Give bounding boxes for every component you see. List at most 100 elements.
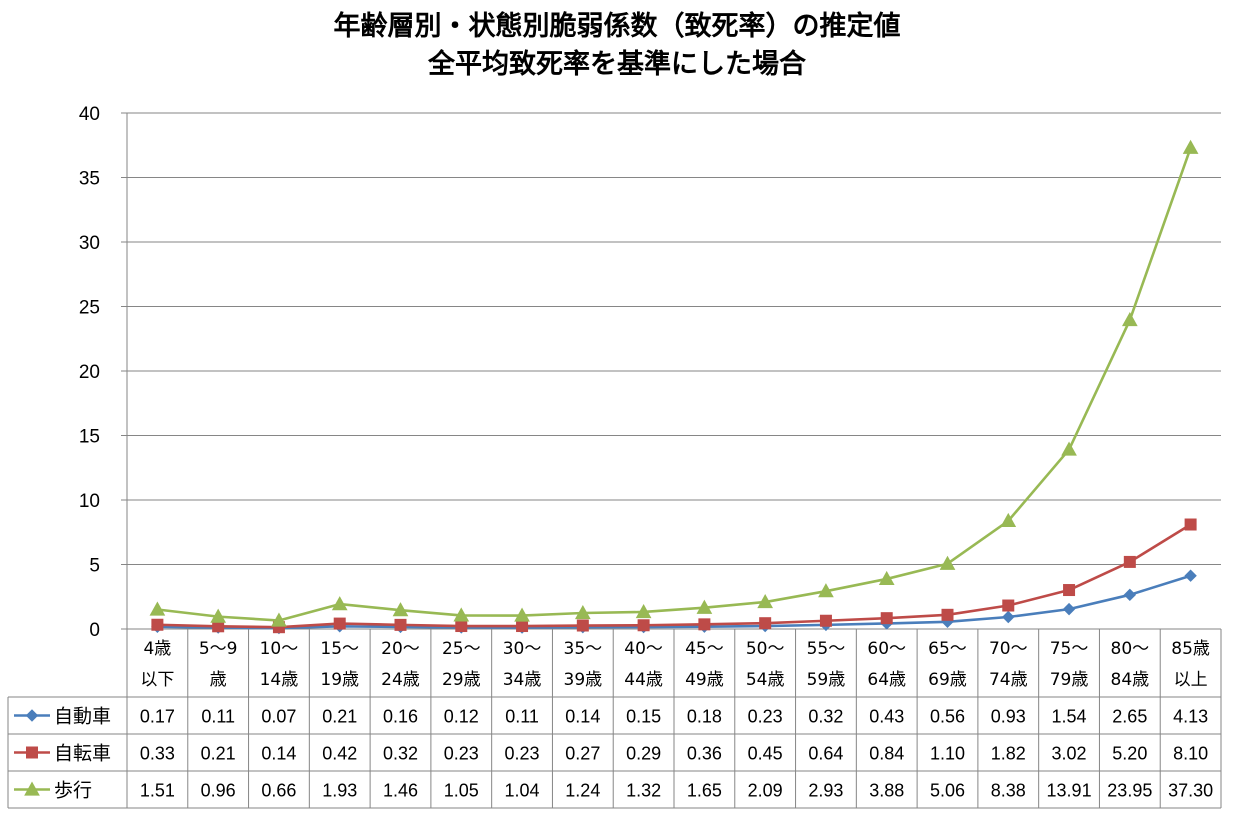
table-cell-value: 0.84 xyxy=(869,744,904,764)
data-point-square xyxy=(1002,599,1015,612)
y-tick-label: 5 xyxy=(89,556,100,577)
legend-label: 自転車 xyxy=(54,743,111,765)
table-cell-value: 0.18 xyxy=(687,707,722,727)
table-cell-value: 4.13 xyxy=(1173,707,1208,727)
data-point-square xyxy=(759,617,772,630)
table-cell-value: 1.10 xyxy=(930,744,965,764)
category-label: 34歳 xyxy=(503,670,542,690)
table-cell-value: 0.33 xyxy=(140,744,175,764)
table-cell-value: 1.93 xyxy=(322,781,357,801)
category-label: 65〜 xyxy=(928,639,967,659)
table-cell-value: 2.09 xyxy=(748,781,783,801)
data-point-diamond xyxy=(1062,602,1076,616)
y-tick-label: 30 xyxy=(79,233,100,254)
series-3 xyxy=(149,139,1199,627)
category-label: 54歳 xyxy=(746,670,785,690)
data-point-triangle xyxy=(210,608,227,623)
table-cell-value: 1.04 xyxy=(505,781,540,801)
data-point-square xyxy=(26,746,38,759)
table-cell-value: 0.64 xyxy=(808,744,843,764)
y-tick-label: 0 xyxy=(89,620,100,641)
table-cell-value: 0.56 xyxy=(930,707,965,727)
data-point-triangle xyxy=(271,612,287,627)
table-cell-value: 0.21 xyxy=(201,744,236,764)
category-label: 70〜 xyxy=(989,639,1028,659)
table-cell-value: 13.91 xyxy=(1047,781,1092,801)
category-label: 45〜 xyxy=(685,639,724,659)
table-cell-value: 0.93 xyxy=(991,707,1026,727)
table-cell-value: 23.95 xyxy=(1107,781,1152,801)
table-cell-value: 0.36 xyxy=(687,744,722,764)
data-point-triangle xyxy=(1000,512,1017,527)
table-cell-value: 8.38 xyxy=(991,781,1026,801)
table-cell-value: 3.88 xyxy=(869,781,904,801)
category-label: 50〜 xyxy=(746,639,785,659)
data-point-diamond xyxy=(1123,588,1137,602)
category-label: 44歳 xyxy=(624,670,663,690)
chart-title: 年齢層別・状態別脆弱係数（致死率）の推定値 全平均致死率を基準にした場合 xyxy=(0,8,1234,84)
table-cell-value: 0.29 xyxy=(626,744,661,764)
table-cell-value: 0.43 xyxy=(869,707,904,727)
data-point-triangle xyxy=(939,555,956,570)
table-cell-value: 2.93 xyxy=(808,781,843,801)
y-axis: 0 5 10 15 20 25 30 35 40 xyxy=(79,104,128,641)
data-point-triangle xyxy=(392,602,409,617)
table-cell-value: 0.23 xyxy=(505,744,540,764)
table-cell-value: 1.05 xyxy=(444,781,479,801)
table-cell-value: 0.14 xyxy=(565,707,600,727)
category-label: 29歳 xyxy=(442,670,481,690)
table-cell-value: 0.42 xyxy=(322,744,357,764)
series-lines xyxy=(149,139,1199,635)
table-cell-value: 0.27 xyxy=(565,744,600,764)
category-label: 歳 xyxy=(210,670,227,690)
table-cell-value: 0.17 xyxy=(140,707,175,727)
category-label: 20〜 xyxy=(381,639,420,659)
category-label: 19歳 xyxy=(320,670,359,690)
data-point-diamond xyxy=(25,709,39,722)
data-point-diamond xyxy=(1002,610,1015,624)
series-line xyxy=(157,147,1192,622)
data-point-triangle xyxy=(149,601,166,616)
category-label: 4歳 xyxy=(143,639,171,659)
category-label: 75〜 xyxy=(1050,639,1089,659)
data-point-square xyxy=(941,608,954,621)
data-point-square xyxy=(698,618,711,631)
table-cell-value: 0.66 xyxy=(261,781,296,801)
category-label: 49歳 xyxy=(685,670,724,690)
table-cell-value: 1.24 xyxy=(565,781,600,801)
series-2 xyxy=(151,518,1197,634)
data-point-triangle xyxy=(1121,312,1138,327)
category-label: 以上 xyxy=(1174,670,1208,690)
table-cell-value: 0.07 xyxy=(261,707,296,727)
y-tick-label: 10 xyxy=(79,491,100,512)
y-tick-label: 40 xyxy=(79,104,100,125)
data-point-triangle xyxy=(878,570,895,586)
category-label: 74歳 xyxy=(989,670,1028,690)
table-cell-value: 0.45 xyxy=(748,744,783,764)
table-cell-value: 5.06 xyxy=(930,781,965,801)
table-cell-value: 0.23 xyxy=(444,744,479,764)
category-label: 30〜 xyxy=(503,639,542,659)
table-cell-value: 1.54 xyxy=(1052,707,1087,727)
data-point-square xyxy=(455,620,468,633)
table-cell-value: 0.12 xyxy=(444,707,479,727)
table-cell-value: 3.02 xyxy=(1052,744,1087,764)
y-tick-label: 20 xyxy=(79,362,100,383)
data-point-square xyxy=(1184,518,1197,531)
category-label: 39歳 xyxy=(564,670,603,690)
table-cell-value: 0.11 xyxy=(201,707,235,727)
category-label: 80〜 xyxy=(1111,639,1150,659)
data-point-triangle xyxy=(453,607,470,622)
table-cell-value: 5.20 xyxy=(1112,744,1147,764)
data-point-triangle xyxy=(514,607,530,622)
table-cell-value: 1.65 xyxy=(687,781,722,801)
data-point-triangle xyxy=(818,583,834,598)
table-cell-value: 0.11 xyxy=(505,707,539,727)
data-point-square xyxy=(1123,555,1136,568)
legend-label: 自動車 xyxy=(54,706,111,728)
data-point-square xyxy=(394,618,407,631)
category-label: 84歳 xyxy=(1111,670,1150,690)
category-label: 64歳 xyxy=(867,670,906,690)
